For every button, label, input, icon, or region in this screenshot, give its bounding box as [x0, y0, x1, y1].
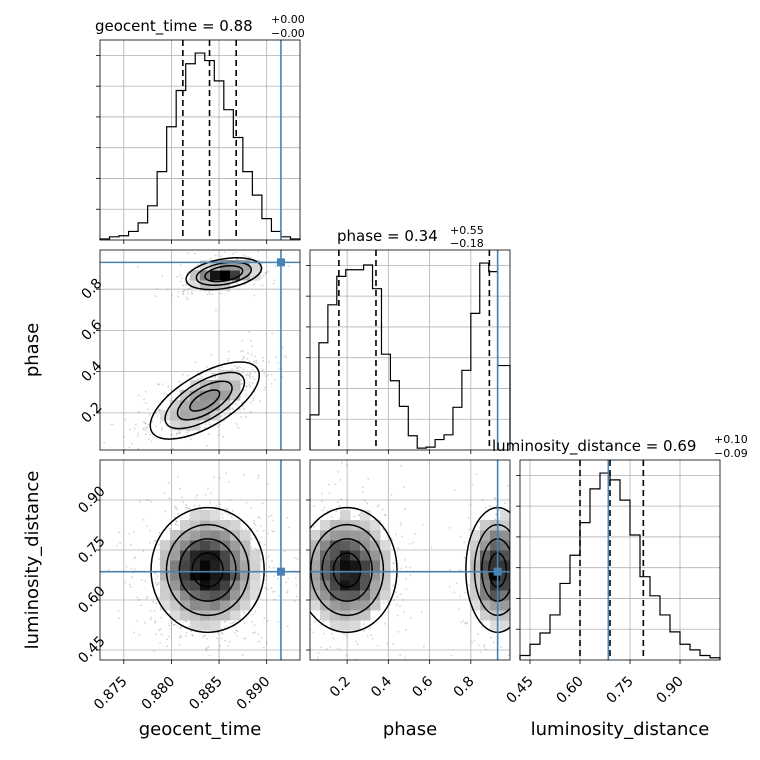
- ytick-label-phase-2: 0.6: [78, 317, 105, 344]
- hist-panel-luminosity_distance: 0.45 0.60 0.75 0.90: [503, 459, 721, 707]
- hist-panel-phase: [306, 249, 511, 454]
- xtick-label-luminosity_distance-3: 0.90: [653, 674, 686, 707]
- title-geocent_time-sup: +0.00: [271, 13, 305, 26]
- hist-step-luminosity_distance: [519, 472, 721, 660]
- contour-geocent_time-phase-1-1: [164, 371, 246, 430]
- xtick-label-geocent_time-2: 0.885: [186, 674, 226, 714]
- joint-content-geocent_time-luminosity_distance: [107, 472, 299, 657]
- title-phase-sup: +0.55: [450, 224, 484, 237]
- joint-frame-geocent_time-phase: [99, 249, 301, 451]
- xlabel-geocent_time: geocent_time: [139, 719, 262, 740]
- ylabel-luminosity_distance: luminosity_distance: [22, 471, 43, 650]
- title-luminosity_distance-sup: +0.10: [714, 433, 748, 446]
- hist-frame-geocent_time: [99, 39, 301, 241]
- xtick-label-phase-3: 0.8: [451, 674, 478, 701]
- contour-geocent_time-phase-0-2: [204, 265, 244, 283]
- ytick-label-phase-0: 0.2: [78, 399, 105, 426]
- joint-frame-phase-luminosity_distance: [309, 459, 511, 661]
- xlabel-phase: phase: [383, 719, 437, 740]
- joint-frame-geocent_time-luminosity_distance: [99, 459, 301, 661]
- title-phase-sub: −0.18: [450, 237, 484, 250]
- xtick-label-luminosity_distance-2: 0.75: [603, 674, 636, 707]
- title-luminosity_distance-sub: −0.09: [714, 447, 748, 460]
- ytick-label-phase-1: 0.4: [78, 358, 105, 385]
- hist-panel-geocent_time: [96, 39, 301, 244]
- xtick-label-geocent_time-0: 0.875: [91, 674, 131, 714]
- joint-content-geocent_time-phase: [103, 250, 290, 450]
- xtick-label-geocent_time-1: 0.880: [139, 674, 179, 714]
- xlabel-luminosity_distance: luminosity_distance: [531, 719, 710, 740]
- ytick-label-phase-3: 0.8: [78, 276, 105, 303]
- xtick-label-phase-1: 0.4: [368, 673, 395, 700]
- truth-marker-phase-luminosity_distance: [493, 567, 502, 576]
- contour-phase-luminosity_distance-0-1: [310, 523, 385, 617]
- hist-frame-luminosity_distance: [519, 459, 721, 661]
- contour-geocent_time-luminosity_distance-0-0: [150, 506, 265, 634]
- contour-geocent_time-phase-1-0: [149, 361, 260, 440]
- title-geocent_time-sub: −0.00: [271, 27, 305, 40]
- hist-step-geocent_time: [99, 52, 301, 240]
- title-geocent_time: geocent_time = 0.88: [95, 17, 253, 36]
- hist-step-phase: [309, 262, 511, 450]
- xtick-label-geocent_time-3: 0.890: [234, 674, 274, 714]
- contour-geocent_time-phase-0-1: [195, 261, 252, 287]
- joint-panel-phase-luminosity_distance: 0.2 0.4 0.6 0.8: [306, 459, 511, 701]
- truth-marker-geocent_time-phase: [276, 258, 285, 267]
- contour-geocent_time-luminosity_distance-0-1: [165, 523, 250, 617]
- contour-geocent_time-phase-1-3: [189, 389, 221, 412]
- joint-content-phase-luminosity_distance: [310, 461, 510, 660]
- contour-geocent_time-luminosity_distance-0-2: [178, 538, 237, 602]
- ylabel-phase: phase: [22, 323, 43, 377]
- title-luminosity_distance: luminosity_distance = 0.69: [492, 437, 696, 456]
- title-phase: phase = 0.34: [337, 227, 438, 245]
- xtick-label-phase-2: 0.6: [409, 673, 436, 700]
- hist-frame-phase: [309, 249, 511, 451]
- contour-phase-luminosity_distance-0-2: [321, 538, 373, 602]
- contour-geocent_time-phase-1-2: [176, 380, 233, 421]
- contour-geocent_time-phase-0-0: [185, 257, 263, 291]
- xtick-label-luminosity_distance-1: 0.60: [553, 674, 586, 707]
- contour-phase-luminosity_distance-0-0: [310, 506, 398, 634]
- xtick-label-phase-0: 0.2: [327, 674, 354, 701]
- contour-phase-luminosity_distance-0-3: [332, 552, 362, 588]
- xtick-label-luminosity_distance-0: 0.45: [503, 674, 536, 707]
- contour-geocent_time-luminosity_distance-0-3: [191, 552, 224, 588]
- truth-marker-geocent_time-luminosity_distance: [276, 567, 285, 576]
